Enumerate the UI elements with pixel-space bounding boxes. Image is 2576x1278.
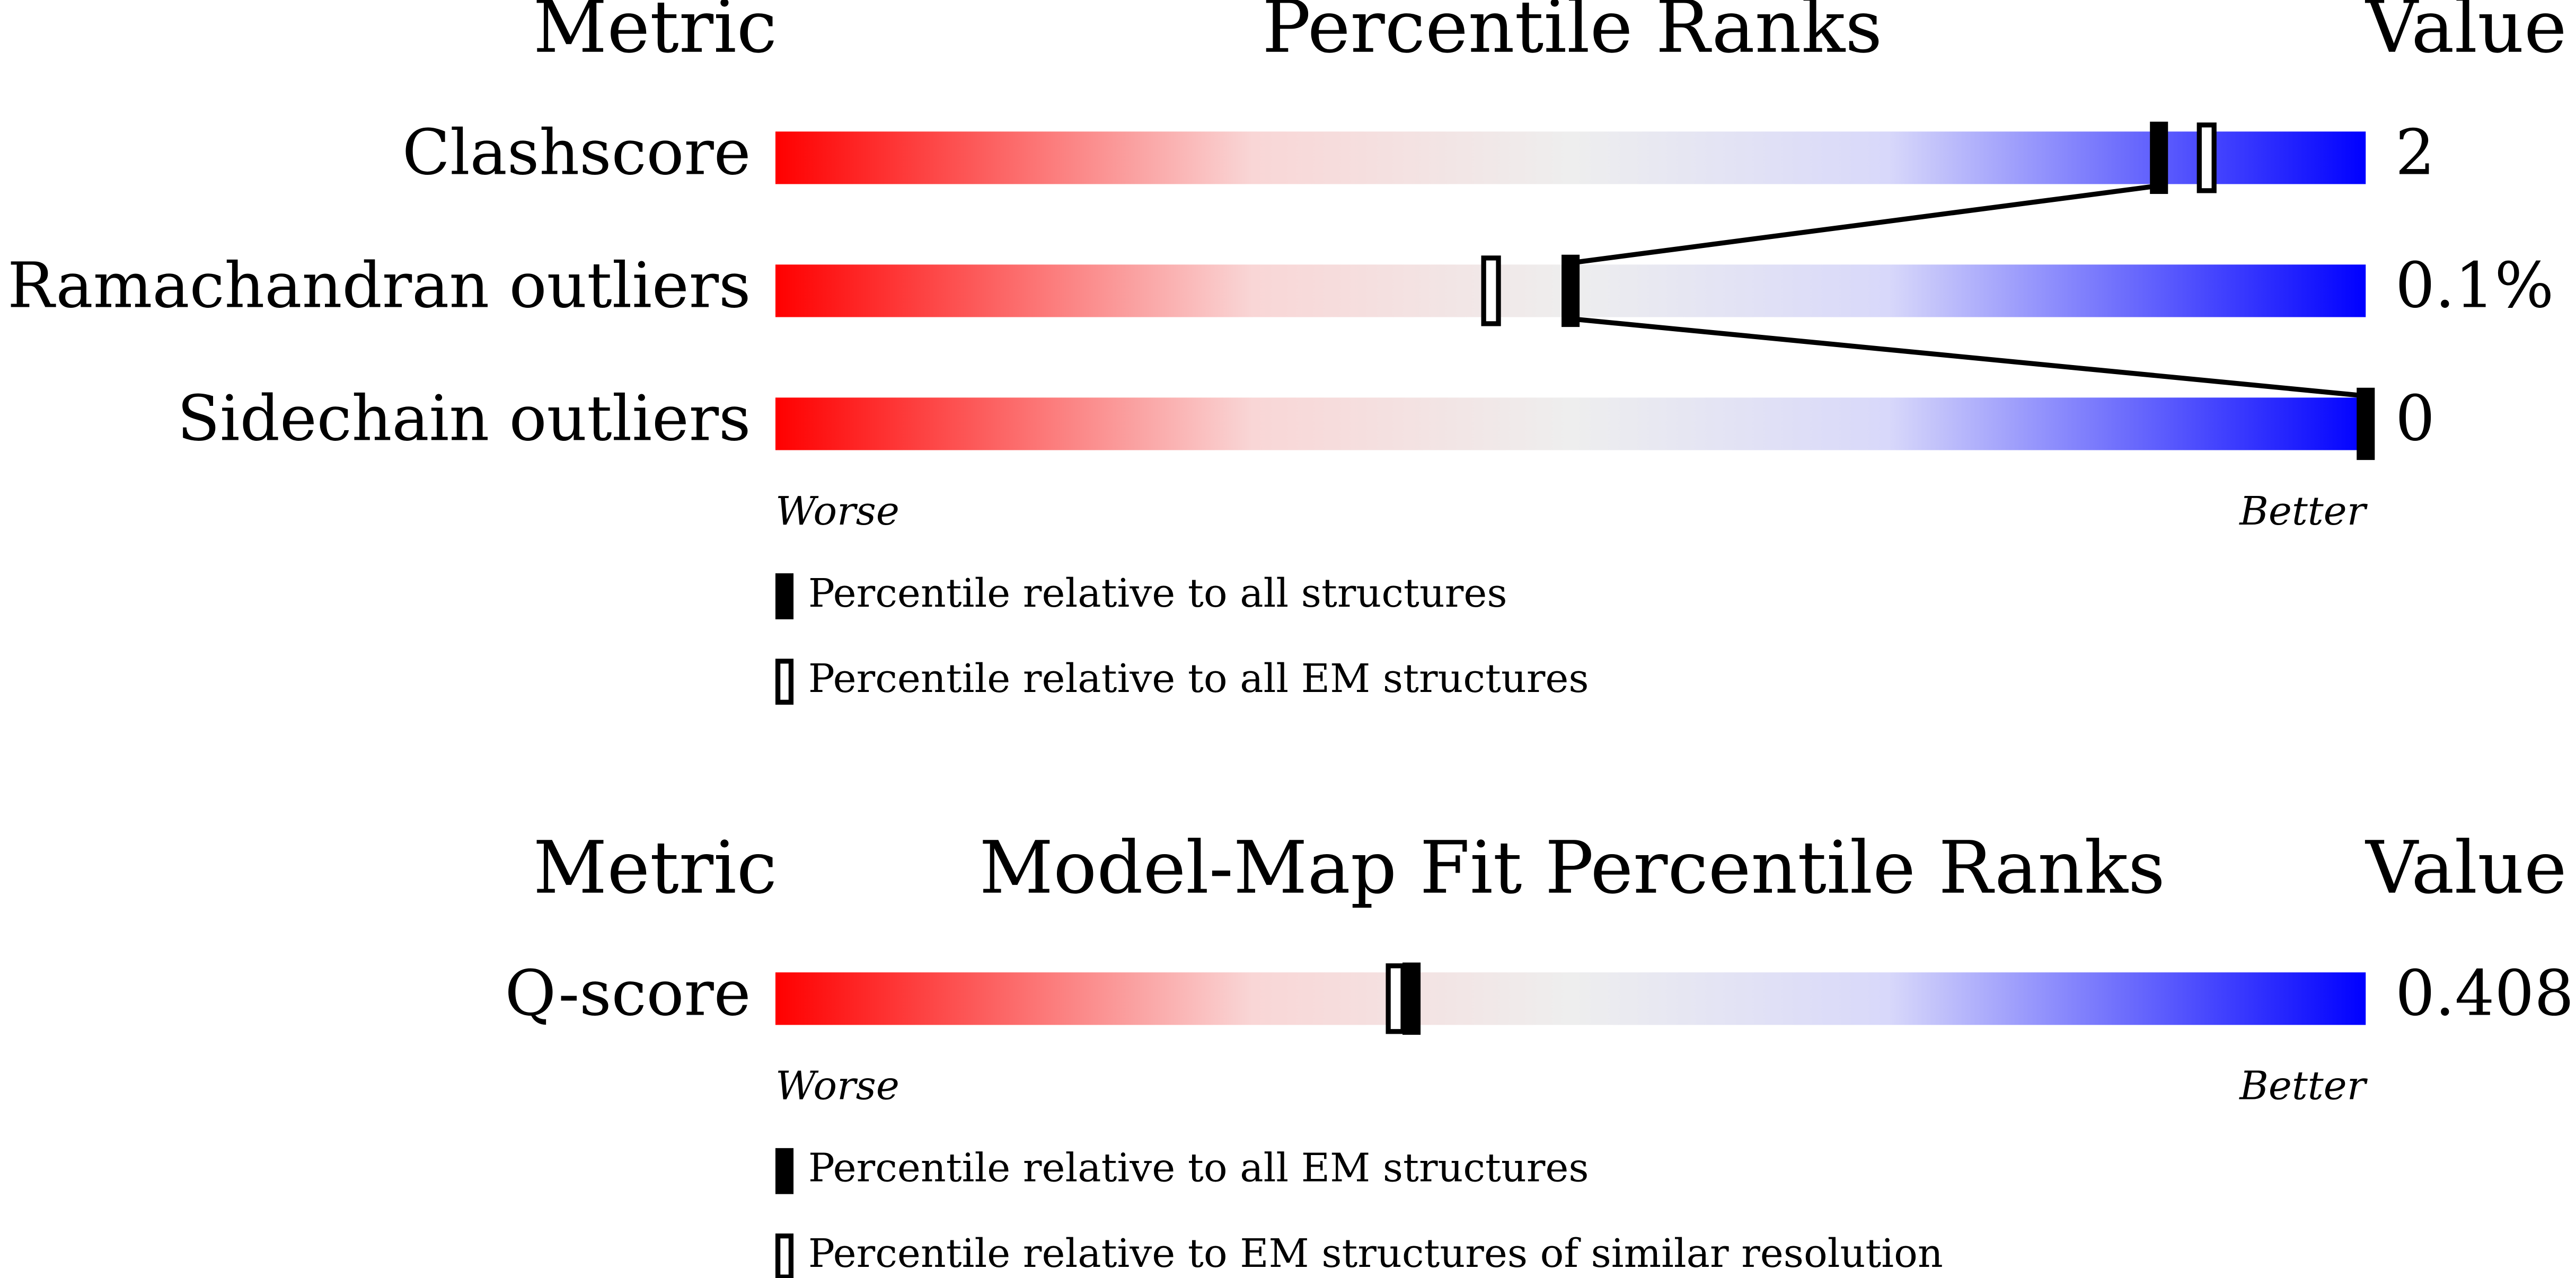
value-header: Value <box>2365 0 2566 69</box>
legend-label: Percentile relative to all structures <box>808 570 1507 616</box>
percentile-bar <box>775 131 2366 184</box>
marker-open <box>1386 963 1406 1034</box>
metric-header: Metric <box>533 0 777 69</box>
high-label: Better <box>2238 488 2368 534</box>
marker-open <box>1481 255 1501 326</box>
legend-label: Percentile relative to all EM structures <box>808 1145 1589 1191</box>
legend-icon <box>775 659 794 705</box>
metric-label: Ramachandran outliers <box>7 249 751 322</box>
legend-label: Percentile relative to all EM structures <box>808 655 1589 702</box>
low-label: Worse <box>775 1063 899 1109</box>
metric-value: 0.1% <box>2395 249 2554 322</box>
metric-value: 0.408 <box>2395 957 2574 1030</box>
percentile-bar <box>775 397 2366 450</box>
metric-label: Clashscore <box>402 116 751 189</box>
legend-icon <box>775 1148 794 1194</box>
percentile-bar <box>775 972 2366 1025</box>
connector <box>1570 316 2366 398</box>
marker-filled <box>1562 254 1580 327</box>
high-label: Better <box>2238 1063 2368 1109</box>
legend-icon <box>775 1233 794 1278</box>
metric-header: Metric <box>533 826 777 910</box>
marker-filled <box>1402 962 1421 1035</box>
value-header: Value <box>2365 826 2566 910</box>
low-label: Worse <box>775 488 899 534</box>
legend-label: Percentile relative to EM structures of … <box>808 1230 1943 1276</box>
metric-label: Sidechain outliers <box>177 383 751 455</box>
legend-icon <box>775 573 794 619</box>
chart-title: Model-Map Fit Percentile Ranks <box>980 826 2165 910</box>
metric-value: 0 <box>2395 383 2435 455</box>
metric-value: 2 <box>2395 116 2435 189</box>
connector <box>1570 183 2159 265</box>
marker-filled <box>2357 387 2375 460</box>
metric-label: Q-score <box>505 957 751 1030</box>
marker-filled <box>2150 121 2168 194</box>
chart-title: Percentile Ranks <box>1262 0 1882 69</box>
marker-open <box>2196 122 2217 193</box>
